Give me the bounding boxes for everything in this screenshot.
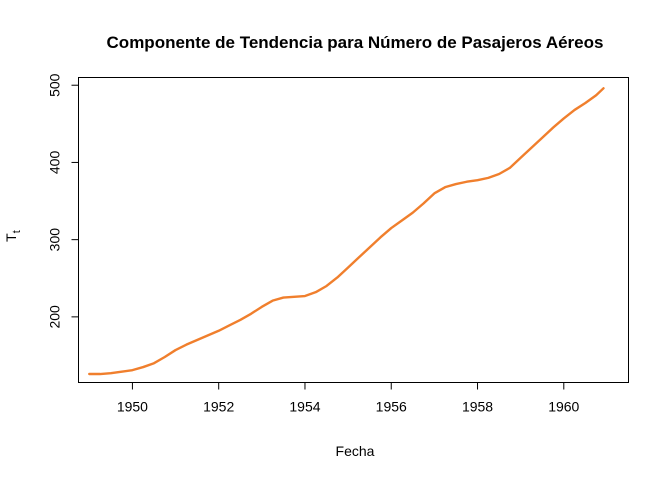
x-axis-label: Fecha xyxy=(336,443,375,459)
y-tick-label: 300 xyxy=(47,228,63,252)
y-tick-label: 500 xyxy=(47,73,63,97)
y-axis-label-main: T xyxy=(3,233,19,242)
y-axis: 200 300 400 500 xyxy=(47,73,79,329)
x-tick-label: 1958 xyxy=(462,399,493,415)
x-tick-label: 1956 xyxy=(376,399,407,415)
y-tick-label: 400 xyxy=(47,151,63,175)
x-tick-label: 1960 xyxy=(548,399,579,415)
x-tick-label: 1952 xyxy=(203,399,234,415)
x-tick-label: 1954 xyxy=(289,399,320,415)
y-axis-label-subscript: t xyxy=(11,230,23,233)
chart-title: Componente de Tendencia para Número de P… xyxy=(107,33,604,52)
x-tick-label: 1950 xyxy=(117,399,148,415)
y-tick-label: 200 xyxy=(47,305,63,329)
y-axis-label: Tt xyxy=(3,230,23,242)
trend-line-series xyxy=(88,87,605,376)
x-axis: 1950 1952 1954 1956 1958 1960 xyxy=(117,382,580,415)
plot-frame xyxy=(78,77,629,383)
